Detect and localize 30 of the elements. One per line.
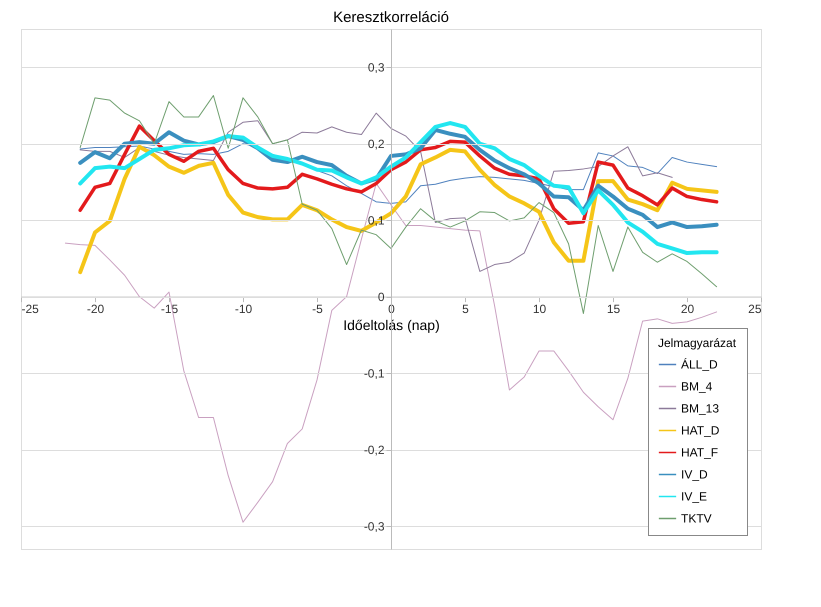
- x-tick-label: -5: [312, 302, 324, 316]
- line-series: [80, 112, 673, 272]
- y-tick-label: -0,2: [364, 443, 385, 458]
- y-tick-label: 0,2: [368, 137, 385, 152]
- x-tick-label: 15: [606, 302, 620, 316]
- legend-label: HAT_F: [681, 446, 718, 460]
- legend-label: ÁLL_D: [681, 358, 718, 372]
- x-tick-label: -20: [86, 302, 104, 316]
- x-tick-label: 20: [680, 302, 694, 316]
- line-series: [80, 95, 718, 314]
- legend-label: IV_D: [681, 468, 708, 482]
- chart-title: Keresztkorreláció: [333, 9, 449, 26]
- x-tick-label: -15: [160, 302, 178, 316]
- line-series: [78, 121, 719, 256]
- x-tick-label: 10: [532, 302, 546, 316]
- x-axis-title: Időeltolás (nap): [343, 317, 440, 334]
- y-tick-label: 0: [378, 290, 385, 304]
- legend-label: TKTV: [681, 512, 712, 526]
- legend-title: Jelmagyarázat: [658, 336, 737, 350]
- x-tick-label: 5: [462, 302, 470, 316]
- y-tick-label: -0,3: [364, 520, 385, 534]
- legend-label: BM_13: [681, 402, 720, 416]
- legend-label: IV_E: [681, 490, 708, 504]
- x-tick-label: -10: [234, 302, 252, 316]
- y-tick-label: -0,1: [364, 366, 385, 381]
- x-tick-label: 25: [748, 302, 762, 316]
- legend-label: HAT_D: [681, 424, 720, 438]
- y-tick-label: 0,3: [368, 60, 385, 75]
- x-tick-label: -25: [22, 302, 40, 316]
- legend-label: BM_4: [681, 380, 713, 394]
